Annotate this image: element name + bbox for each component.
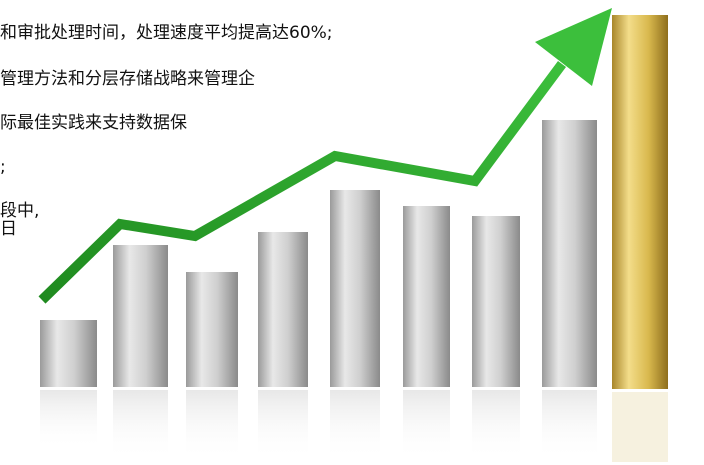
text-block: 和审批处理时间，处理速度平均提高达60%; 管理方法和分层存储战略来管理企际最佳实… [0,23,333,239]
illustration [38,8,668,462]
text-line: 际最佳实践来支持数据保 [0,113,187,133]
text-line: 和审批处理时间，处理速度平均提高达60%; [0,23,333,43]
text-line: 日 [0,219,17,239]
text-line: ; [0,157,6,177]
text-line: 段中, [0,201,39,221]
text-line: 管理方法和分层存储战略来管理企 [0,69,255,89]
